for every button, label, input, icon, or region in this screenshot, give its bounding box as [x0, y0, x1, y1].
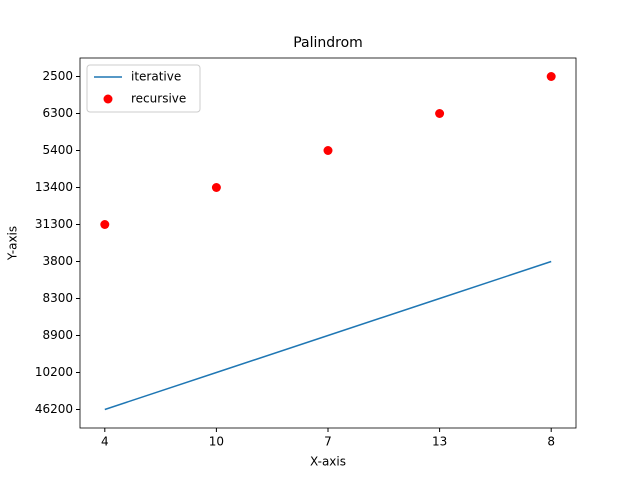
point	[435, 109, 445, 118]
plot-frame	[79, 57, 577, 429]
y-tick-label: 6300	[42, 106, 73, 120]
x-tick-label: 7	[324, 435, 332, 449]
x-tick-label: 8	[547, 435, 555, 449]
y-tick-label: 10200	[35, 365, 73, 379]
point	[211, 183, 221, 192]
legend-label: recursive	[131, 92, 186, 106]
y-tick-label: 31300	[35, 217, 73, 231]
x-tick-label: 4	[101, 435, 109, 449]
y-tick-label: 5400	[42, 143, 73, 157]
y-tick-label: 13400	[35, 180, 73, 194]
point	[100, 220, 110, 229]
y-tick-label: 46200	[35, 402, 73, 416]
legend-swatch	[103, 94, 113, 104]
x-tick-label: 13	[432, 435, 447, 449]
line	[104, 260, 552, 411]
y-tick-label: 2500	[42, 69, 73, 83]
x-tick-label: 10	[209, 435, 224, 449]
point	[546, 72, 556, 81]
x-axis-label: X-axis	[310, 455, 346, 469]
legend-label: iterative	[131, 70, 181, 84]
y-tick-label: 8300	[42, 291, 73, 305]
chart-title: Palindrom	[293, 35, 363, 51]
point	[323, 146, 333, 155]
legend: iterative recursive	[86, 64, 201, 113]
y-tick-label: 3800	[42, 254, 73, 268]
y-axis-label: Y-axis	[6, 226, 20, 261]
y-tick-label: 8900	[42, 328, 73, 342]
